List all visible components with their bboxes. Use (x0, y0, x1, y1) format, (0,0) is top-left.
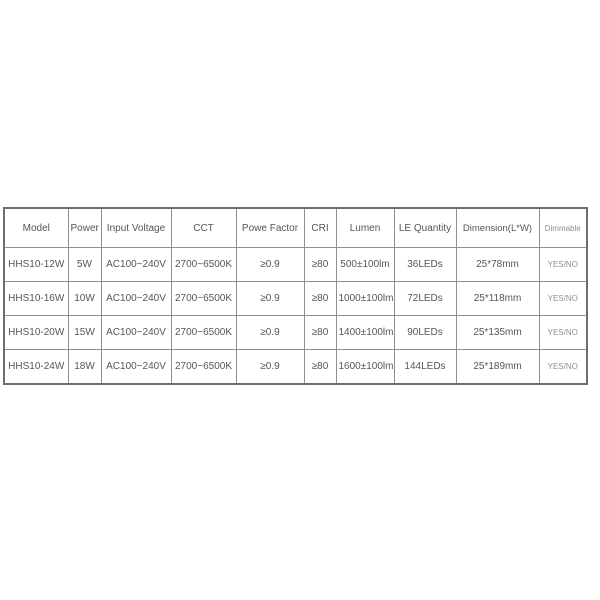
table-cell: ≥0.9 (235, 281, 305, 316)
table-cell: AC100~240V (100, 315, 172, 350)
table-cell: 36LEDs (393, 247, 457, 282)
table-cell: ≥80 (303, 247, 337, 282)
column-header-input-voltage: Input Voltage (100, 207, 172, 248)
table-cell: 1400±100lm (335, 315, 395, 350)
table-cell: ≥80 (303, 349, 337, 385)
table-cell: 1000±100lm (335, 281, 395, 316)
table-cell: ≥0.9 (235, 247, 305, 282)
table-cell: 25*78mm (455, 247, 540, 282)
table-cell: 2700~6500K (170, 315, 237, 350)
table-cell: 500±100lm (335, 247, 395, 282)
table-cell: AC100~240V (100, 281, 172, 316)
table-cell: 2700~6500K (170, 281, 237, 316)
table-cell: ≥0.9 (235, 349, 305, 385)
table-cell: 72LEDs (393, 281, 457, 316)
table-cell: 144LEDs (393, 349, 457, 385)
table-cell: 10W (67, 281, 102, 316)
table-row: HHS10-20W 15W AC100~240V 2700~6500K ≥0.9 ≥80 1… (3, 315, 588, 350)
table-cell: 2700~6500K (170, 349, 237, 385)
table-row: HHS10-16W 10W AC100~240V 2700~6500K ≥0.9 ≥80 1… (3, 281, 588, 316)
table-cell: ≥80 (303, 281, 337, 316)
table-cell: AC100~240V (100, 349, 172, 385)
table-cell: 1600±100lm (335, 349, 395, 385)
table-cell: ≥80 (303, 315, 337, 350)
header-row: Model Power Input Voltage CCT Powe Factor CRI… (3, 207, 588, 248)
table-cell: HHS10-16W (3, 281, 69, 316)
column-header-cct: CCT (170, 207, 237, 248)
table-cell: 90LEDs (393, 315, 457, 350)
table-cell: HHS10-12W (3, 247, 69, 282)
column-header-dimmable: Dimmable (538, 207, 588, 248)
table-cell: YES/NO (538, 315, 588, 350)
table-cell: 25*189mm (455, 349, 540, 385)
spec-table: Model Power Input Voltage CCT Powe Factor CRI… (3, 207, 588, 385)
table-cell: AC100~240V (100, 247, 172, 282)
table-cell: HHS10-20W (3, 315, 69, 350)
table-cell: ≥0.9 (235, 315, 305, 350)
table-cell: YES/NO (538, 349, 588, 385)
table-row: HHS10-24W 18W AC100~240V 2700~6500K ≥0.9 ≥80 1… (3, 349, 588, 385)
table-row: HHS10-12W 5W AC100~240V 2700~6500K ≥0.9 ≥80 50… (3, 247, 588, 282)
table-cell: YES/NO (538, 247, 588, 282)
table-cell: 15W (67, 315, 102, 350)
table-cell: 25*135mm (455, 315, 540, 350)
column-header-dimension-l-w: Dimension(L*W) (455, 207, 540, 248)
table-cell: HHS10-24W (3, 349, 69, 385)
table-cell: 18W (67, 349, 102, 385)
column-header-cri: CRI (303, 207, 337, 248)
table-cell: 25*118mm (455, 281, 540, 316)
column-header-model: Model (3, 207, 69, 248)
table-cell: 2700~6500K (170, 247, 237, 282)
column-header-lumen: Lumen (335, 207, 395, 248)
table-cell: YES/NO (538, 281, 588, 316)
column-header-power: Power (67, 207, 102, 248)
column-header-le-quantity: LE Quantity (393, 207, 457, 248)
spec-sheet: Model Power Input Voltage CCT Powe Factor CRI… (3, 207, 588, 385)
table-cell: 5W (67, 247, 102, 282)
column-header-powe-factor: Powe Factor (235, 207, 305, 248)
